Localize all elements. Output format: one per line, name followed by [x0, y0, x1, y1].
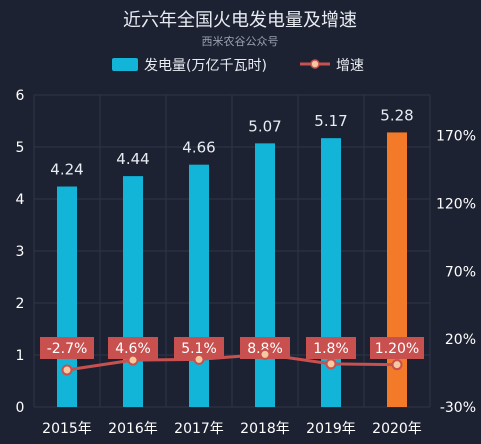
y-right-tick-label: 70%: [445, 264, 476, 280]
legend-line-label: 增速: [336, 58, 364, 74]
x-tick-label: 2015年: [42, 421, 92, 437]
bar-value-label: 5.17: [314, 112, 347, 130]
growth-label-box: [240, 337, 290, 359]
chart-subtitle: 西米农谷公众号: [202, 34, 279, 48]
x-tick-label: 2018年: [240, 421, 290, 437]
y-left-tick-label: 2: [16, 296, 25, 312]
growth-label-box: [174, 337, 224, 359]
bar: [255, 143, 275, 408]
bar-value-label: 4.66: [182, 139, 215, 157]
growth-point: [391, 359, 403, 371]
grid-lines: [33, 94, 431, 408]
x-tick-label: 2020年: [372, 421, 422, 437]
bar: [123, 176, 143, 407]
bar-value-label: 4.44: [116, 150, 149, 168]
growth-label-box: [108, 337, 158, 359]
y-left-tick-label: 0: [16, 400, 25, 416]
growth-line: [66, 352, 398, 372]
growth-label: 1.8%: [313, 341, 349, 357]
bar: [189, 164, 209, 407]
bar-value-label: 4.24: [50, 161, 83, 179]
x-axis: 2015年 2016年 2017年 2018年 2019年 2020年: [42, 421, 422, 437]
y-left-tick-label: 5: [16, 140, 25, 156]
growth-label: 4.6%: [115, 341, 151, 357]
growth-label: 5.1%: [181, 341, 217, 357]
legend-bar-swatch: [112, 58, 138, 71]
y-left-tick-label: 4: [16, 192, 25, 208]
growth-label: 1.20%: [375, 341, 419, 357]
bar-value-label: 5.07: [248, 117, 281, 135]
growth-label-box: [40, 337, 94, 359]
y-right-tick-label: 170%: [436, 129, 476, 145]
y-right-tick-label: -30%: [440, 400, 476, 416]
legend[interactable]: 发电量(万亿千瓦时) 增速: [112, 58, 364, 74]
x-tick-label: 2019年: [306, 421, 356, 437]
y-left-tick-label: 3: [16, 244, 25, 260]
chart-title: 近六年全国火电发电量及增速: [123, 10, 357, 31]
growth-point: [193, 353, 205, 365]
x-tick-label: 2017年: [174, 421, 224, 437]
x-tick-label: 2016年: [108, 421, 158, 437]
growth-point: [127, 354, 139, 366]
y-right-tick-label: 120%: [436, 197, 476, 213]
legend-line-marker: [310, 59, 320, 69]
y-left-tick-label: 1: [16, 348, 25, 364]
growth-label: -2.7%: [47, 341, 88, 357]
y-axis-right: -30% 20% 70% 120% 170%: [436, 129, 476, 416]
y-left-tick-label: 6: [16, 88, 25, 104]
growth-label-box: [306, 337, 356, 359]
growth-point: [61, 364, 73, 376]
bar-value-label: 5.28: [380, 106, 413, 124]
legend-bar-label: 发电量(万亿千瓦时): [144, 58, 267, 74]
bar-value-labels: 4.24 4.44 4.66 5.07 5.17 5.28: [50, 106, 413, 178]
growth-line-series: -2.7%4.6%5.1%8.8%1.8%1.20%: [40, 337, 424, 376]
y-axis-left: 0 1 2 3 4 5 6: [16, 88, 25, 416]
growth-point: [325, 358, 337, 370]
y-right-tick-label: 20%: [445, 332, 476, 348]
growth-label-box: [370, 337, 424, 359]
growth-point: [259, 348, 271, 360]
